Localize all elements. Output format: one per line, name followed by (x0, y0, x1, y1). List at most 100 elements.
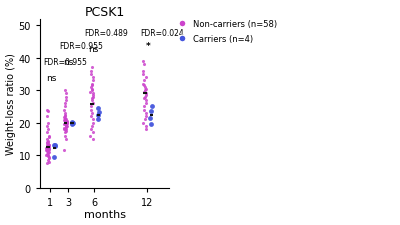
Point (44, 139, 51, 143)
Point (44, 152, 50, 156)
Point (45, 146, 51, 150)
Point (141, 108, 147, 112)
Point (88, 73, 94, 77)
Text: FDR=0.489: FDR=0.489 (85, 29, 128, 38)
Point (90, 131, 96, 135)
Point (63, 129, 69, 133)
Text: *: * (146, 42, 151, 51)
Point (62, 123, 68, 126)
Point (62, 125, 69, 128)
Text: FDR=0.024: FDR=0.024 (140, 29, 184, 38)
Point (63, 117, 70, 121)
Point (95, 113, 101, 117)
Point (90, 102, 96, 106)
Point (142, 128, 149, 131)
Point (44, 125, 50, 128)
Point (61, 108, 68, 112)
Point (90, 121, 96, 125)
Point (63, 120, 70, 123)
Point (95, 107, 101, 110)
Point (141, 91, 147, 94)
Point (46, 144, 52, 148)
Y-axis label: Weight-loss ratio (%): Weight-loss ratio (%) (6, 53, 16, 154)
Point (90, 95, 96, 99)
Point (143, 99, 149, 102)
Point (148, 105, 155, 109)
Point (141, 63, 148, 67)
Point (62, 131, 68, 135)
Point (88, 105, 95, 109)
Point (46, 148, 52, 151)
Point (87, 134, 94, 138)
Point (69, 121, 76, 124)
Point (63, 99, 70, 102)
Point (89, 97, 96, 101)
Point (87, 86, 94, 89)
Point (143, 115, 149, 118)
Point (64, 121, 70, 125)
Point (62, 128, 68, 131)
Point (141, 84, 147, 88)
Point (44, 141, 50, 145)
Point (89, 112, 96, 115)
Point (63, 121, 70, 124)
Point (142, 118, 148, 122)
Point (70, 122, 76, 126)
Point (143, 112, 150, 115)
Point (64, 125, 70, 128)
Point (44, 147, 50, 151)
Point (45, 145, 51, 148)
Point (61, 119, 68, 122)
Point (43, 153, 50, 157)
Point (62, 112, 68, 115)
Point (63, 95, 70, 99)
Point (143, 125, 149, 128)
Point (62, 120, 69, 123)
Point (45, 128, 51, 131)
Point (142, 86, 148, 89)
Point (44, 121, 51, 125)
Point (46, 147, 52, 151)
Point (90, 118, 96, 122)
Point (46, 160, 52, 164)
Point (43, 146, 50, 150)
Point (89, 83, 96, 86)
Point (141, 79, 147, 83)
Point (52, 145, 58, 148)
Point (143, 87, 149, 91)
Point (90, 79, 96, 83)
Point (45, 157, 52, 160)
Point (44, 108, 51, 112)
Point (44, 159, 51, 162)
Point (140, 73, 147, 77)
Point (142, 95, 148, 99)
Point (43, 149, 50, 152)
Point (62, 134, 68, 138)
Point (62, 118, 68, 122)
Point (141, 105, 147, 109)
Point (62, 122, 69, 126)
Point (143, 76, 149, 80)
Point (88, 99, 95, 102)
Point (62, 121, 68, 125)
Point (90, 94, 96, 97)
Point (62, 105, 68, 109)
Point (90, 137, 96, 141)
Point (51, 144, 57, 148)
Point (90, 76, 96, 80)
Point (51, 155, 58, 159)
Point (61, 126, 67, 130)
Point (140, 121, 146, 125)
Point (140, 60, 147, 63)
Text: FDR=0.955: FDR=0.955 (59, 42, 103, 51)
Text: ns: ns (88, 45, 99, 54)
Point (95, 111, 102, 115)
Text: FDR=0.955: FDR=0.955 (43, 58, 87, 67)
Point (88, 128, 94, 131)
Title: PCSK1: PCSK1 (84, 6, 125, 18)
Point (44, 149, 50, 152)
Point (46, 136, 52, 140)
Point (140, 70, 146, 73)
Point (148, 110, 154, 114)
Point (141, 97, 147, 101)
